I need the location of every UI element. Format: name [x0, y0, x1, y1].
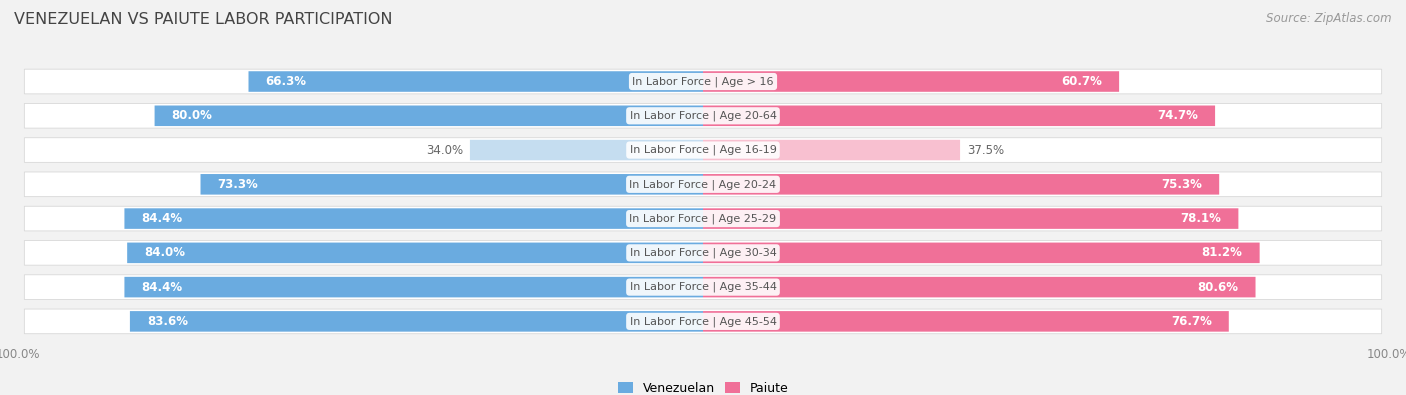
FancyBboxPatch shape — [703, 311, 1229, 332]
Text: 34.0%: 34.0% — [426, 143, 463, 156]
FancyBboxPatch shape — [24, 103, 1382, 128]
Text: 84.4%: 84.4% — [142, 212, 183, 225]
Legend: Venezuelan, Paiute: Venezuelan, Paiute — [613, 377, 793, 395]
FancyBboxPatch shape — [124, 208, 703, 229]
Text: In Labor Force | Age 16-19: In Labor Force | Age 16-19 — [630, 145, 776, 155]
Text: 66.3%: 66.3% — [266, 75, 307, 88]
Text: Source: ZipAtlas.com: Source: ZipAtlas.com — [1267, 12, 1392, 25]
Text: VENEZUELAN VS PAIUTE LABOR PARTICIPATION: VENEZUELAN VS PAIUTE LABOR PARTICIPATION — [14, 12, 392, 27]
Text: 75.3%: 75.3% — [1161, 178, 1202, 191]
Text: In Labor Force | Age 35-44: In Labor Force | Age 35-44 — [630, 282, 776, 292]
FancyBboxPatch shape — [24, 309, 1382, 334]
Text: 84.0%: 84.0% — [145, 246, 186, 260]
Text: In Labor Force | Age 20-24: In Labor Force | Age 20-24 — [630, 179, 776, 190]
FancyBboxPatch shape — [703, 208, 1239, 229]
FancyBboxPatch shape — [703, 105, 1215, 126]
FancyBboxPatch shape — [24, 275, 1382, 299]
FancyBboxPatch shape — [24, 172, 1382, 197]
FancyBboxPatch shape — [201, 174, 703, 195]
FancyBboxPatch shape — [703, 71, 1119, 92]
FancyBboxPatch shape — [155, 105, 703, 126]
FancyBboxPatch shape — [127, 243, 703, 263]
Text: 76.7%: 76.7% — [1171, 315, 1212, 328]
Text: In Labor Force | Age 45-54: In Labor Force | Age 45-54 — [630, 316, 776, 327]
Text: 80.6%: 80.6% — [1198, 280, 1239, 293]
Text: 60.7%: 60.7% — [1062, 75, 1102, 88]
Text: In Labor Force | Age 25-29: In Labor Force | Age 25-29 — [630, 213, 776, 224]
FancyBboxPatch shape — [470, 140, 703, 160]
FancyBboxPatch shape — [24, 206, 1382, 231]
Text: 83.6%: 83.6% — [148, 315, 188, 328]
FancyBboxPatch shape — [703, 277, 1256, 297]
FancyBboxPatch shape — [129, 311, 703, 332]
Text: 73.3%: 73.3% — [218, 178, 259, 191]
FancyBboxPatch shape — [703, 174, 1219, 195]
FancyBboxPatch shape — [24, 69, 1382, 94]
Text: 78.1%: 78.1% — [1181, 212, 1222, 225]
FancyBboxPatch shape — [24, 138, 1382, 162]
Text: 74.7%: 74.7% — [1157, 109, 1198, 122]
FancyBboxPatch shape — [703, 243, 1260, 263]
Text: In Labor Force | Age 30-34: In Labor Force | Age 30-34 — [630, 248, 776, 258]
Text: In Labor Force | Age > 16: In Labor Force | Age > 16 — [633, 76, 773, 87]
Text: 80.0%: 80.0% — [172, 109, 212, 122]
FancyBboxPatch shape — [703, 140, 960, 160]
FancyBboxPatch shape — [249, 71, 703, 92]
Text: In Labor Force | Age 20-64: In Labor Force | Age 20-64 — [630, 111, 776, 121]
Text: 81.2%: 81.2% — [1202, 246, 1243, 260]
Text: 37.5%: 37.5% — [967, 143, 1004, 156]
FancyBboxPatch shape — [24, 241, 1382, 265]
FancyBboxPatch shape — [124, 277, 703, 297]
Text: 84.4%: 84.4% — [142, 280, 183, 293]
